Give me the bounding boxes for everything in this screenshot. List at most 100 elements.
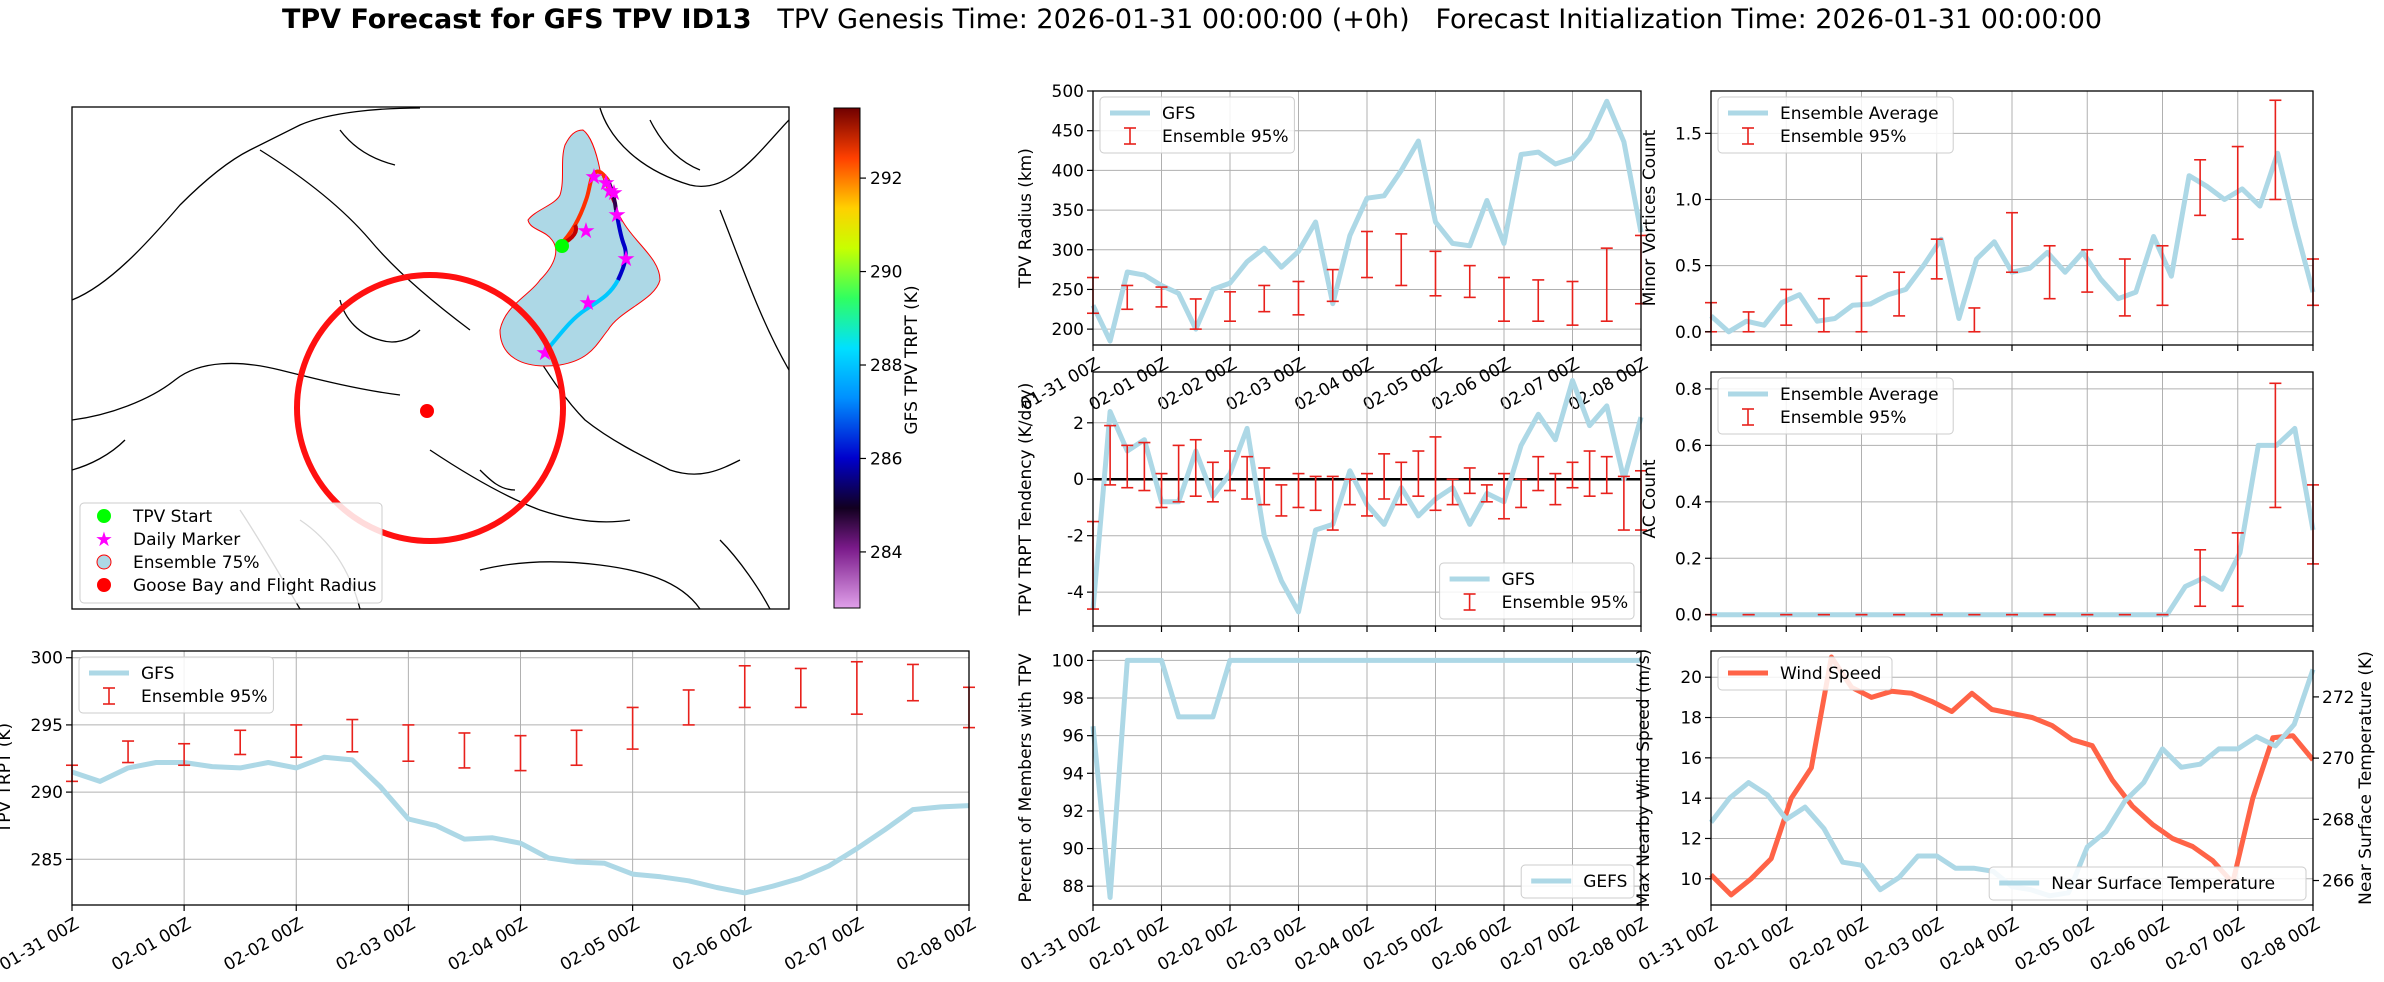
map-legend-box xyxy=(79,502,383,604)
legend-label: Ensemble 95% xyxy=(1502,593,1629,613)
legend-star-icon: ★ xyxy=(95,527,113,551)
errorbar xyxy=(1855,275,1868,333)
grid xyxy=(71,651,970,905)
errorbar xyxy=(2118,258,2131,317)
y-tick-label: 300 xyxy=(1052,241,1084,261)
colorbar-label: GFS TPV TRPT (K) xyxy=(902,285,922,434)
y-tick-label: 100 xyxy=(1052,651,1084,671)
y-right-tick-label: 266 xyxy=(2322,872,2354,892)
errorbar xyxy=(1515,478,1528,509)
y-axis-label: Minor Vortices Count xyxy=(1640,129,1660,306)
y-axis-label: TPV TRPT (K) xyxy=(0,723,15,834)
y-tick-label: 20 xyxy=(1680,668,1702,688)
colorbar-ticks: 284 286 288 290 292 xyxy=(860,169,902,563)
errorbar xyxy=(2269,382,2282,509)
colorbar-tick-label: 284 xyxy=(870,543,902,563)
errorbar xyxy=(1463,264,1476,299)
x-tick-label: 02-07 00Z xyxy=(781,914,867,975)
errorbar xyxy=(1395,461,1408,506)
errorbar xyxy=(1361,472,1373,517)
x-tick-label: 02-05 00Z xyxy=(2011,914,2097,975)
svg-text:★: ★ xyxy=(607,203,627,228)
errorbar xyxy=(458,732,471,769)
errorbar xyxy=(2194,158,2207,217)
grid xyxy=(1710,651,2314,905)
errorbar xyxy=(178,742,191,767)
x-tick-label: 02-06 00Z xyxy=(2087,914,2173,975)
errorbar xyxy=(1566,280,1579,326)
figure-title: TPV Forecast for GFS TPV ID13 TPV Genesi… xyxy=(0,4,2384,35)
series-line-gfs xyxy=(1090,98,1644,344)
legend: Wind Speed Near Surface Temperature xyxy=(1717,656,2307,901)
errorbar xyxy=(1930,238,1943,280)
x-tick-label: 01-31 00Z xyxy=(0,914,83,975)
x-tick-label: 02-02 00Z xyxy=(1786,914,1872,975)
errorbar xyxy=(1189,438,1202,497)
errorbar xyxy=(1155,286,1168,308)
x-tick-label: 02-03 00Z xyxy=(1861,914,1947,975)
title-bold: TPV Forecast for GFS TPV ID13 xyxy=(281,4,752,35)
legend-box xyxy=(1717,377,1954,435)
errorbar xyxy=(1600,455,1613,495)
legend-ensemble-75: Ensemble 75% xyxy=(133,553,260,573)
y-right-tick-label: 270 xyxy=(2322,749,2354,769)
x-tick-label: 02-01 00Z xyxy=(108,914,194,975)
errorbar xyxy=(514,734,527,772)
y-tick-label: 12 xyxy=(1680,829,1702,849)
y-axis-label: Percent of Members with TPV xyxy=(1016,653,1036,902)
legend: GFS Ensemble 95% xyxy=(1099,96,1295,154)
x-tick-label: 02-04 00Z xyxy=(445,914,531,975)
y-tick-label: 450 xyxy=(1052,122,1084,142)
errorbar xyxy=(1224,450,1236,492)
tpv-track: ★★★★★★★★★ xyxy=(535,165,636,366)
errorbar xyxy=(738,664,751,709)
x-tick-label: 02-05 00Z xyxy=(557,914,643,975)
errorbar xyxy=(2156,244,2169,307)
y-tick-label: 500 xyxy=(1052,82,1084,102)
x-tick-label: 02-08 00Z xyxy=(2237,914,2323,975)
errorbar xyxy=(1206,461,1219,503)
map-contents: ★★★★★★★★★ xyxy=(72,107,789,609)
daily-markers: ★★★★★★★★★ xyxy=(535,165,636,366)
y-tick-label: 96 xyxy=(1062,727,1084,747)
errorbar xyxy=(1292,280,1305,316)
legend-ensemble-icon xyxy=(96,554,112,570)
legend: GFS Ensemble 95% xyxy=(78,656,274,714)
y-tick-label: 1.5 xyxy=(1675,124,1702,144)
errorbar xyxy=(1617,475,1630,531)
errorbar xyxy=(1121,284,1134,311)
y-tick-label: 350 xyxy=(1052,201,1084,221)
legend-label: GFS xyxy=(1162,104,1195,124)
errorbar xyxy=(2081,248,2094,293)
y-tick-label: 0.2 xyxy=(1675,549,1702,569)
y-tick-label: 2 xyxy=(1073,414,1084,434)
map-panel: ★★★★★★★★★ TPV Start ★ Daily Marker Ensem… xyxy=(71,106,922,610)
y-tick-label: -4 xyxy=(1067,583,1084,603)
errorbar xyxy=(1378,453,1391,500)
y-tick-label: 16 xyxy=(1680,749,1702,769)
errorbar xyxy=(682,689,695,726)
legend-label: Wind Speed xyxy=(1780,664,1881,684)
y-tick-label: 0.5 xyxy=(1675,257,1702,277)
y-tick-label: 295 xyxy=(31,716,63,736)
y-tick-label: 285 xyxy=(31,850,63,870)
y-tick-label: 90 xyxy=(1062,840,1084,860)
svg-text:★: ★ xyxy=(600,179,620,204)
errorbar xyxy=(1429,250,1442,297)
legend-label: Ensemble Average xyxy=(1780,104,1939,124)
y-tick-label: -2 xyxy=(1067,527,1084,547)
legend: Ensemble Average Ensemble 95% xyxy=(1717,377,1954,435)
legend-label: Ensemble 95% xyxy=(1780,408,1907,428)
errorbar xyxy=(290,724,303,758)
x-tick-label: 01-31 00Z xyxy=(1635,914,1721,975)
errorbar xyxy=(346,718,359,753)
colorbar: 284 286 288 290 292 GFS TPV TRPT (K) xyxy=(833,107,922,609)
map-frame xyxy=(71,106,790,610)
errorbar xyxy=(1480,484,1493,503)
y-right-tick-label: 268 xyxy=(2322,810,2354,830)
y-tick-label: 200 xyxy=(1052,320,1084,340)
errorbar xyxy=(1463,467,1476,495)
